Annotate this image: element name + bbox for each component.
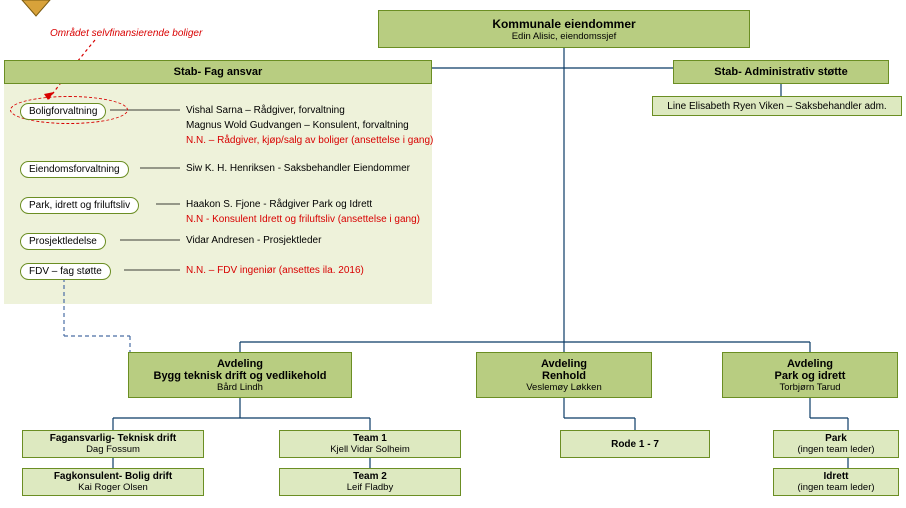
stab-fag-title: Stab- Fag ansvar [174, 66, 263, 78]
rode-t: Rode 1 - 7 [611, 439, 659, 450]
box-fagkons: Fagkonsulent- Bolig drift Kai Roger Olse… [22, 468, 204, 496]
stab-adm-title: Stab- Administrativ støtte [714, 66, 847, 78]
box-idrett: Idrett (ingen team leder) [773, 468, 899, 496]
park-sub: (ingen team leder) [797, 444, 874, 455]
box-team2: Team 2 Leif Fladby [279, 468, 461, 496]
callout-label: Området selvfinansierende boliger [50, 28, 202, 39]
avd-bygg-sub: Bård Lindh [217, 382, 263, 393]
fagansv-t: Fagansvarlig- Teknisk drift [50, 433, 177, 444]
avd-renhold-t2: Renhold [542, 370, 586, 382]
pill-bolig: Boligforvaltning [20, 103, 106, 120]
team1-t: Team 1 [353, 433, 387, 444]
team1-sub: Kjell Vidar Solheim [330, 444, 410, 455]
fag-prosjekt-1: Vidar Andresen - Prosjektleder [186, 235, 321, 246]
pill-prosjekt: Prosjektledelse [20, 233, 106, 250]
top-title: Kommunale eiendommer [492, 17, 635, 31]
adm-person: Line Elisabeth Ryen Viken – Saksbehandle… [667, 101, 886, 112]
avd-renhold-sub: Veslemøy Løkken [526, 382, 602, 393]
fag-bolig-2: Magnus Wold Gudvangen – Konsulent, forva… [186, 120, 409, 131]
avd-bygg-t2: Bygg teknisk drift og vedlikehold [154, 370, 327, 382]
avd-pi-t: Avdeling [787, 358, 833, 370]
fag-park-1: Haakon S. Fjone - Rådgiver Park og Idret… [186, 199, 372, 210]
fag-bolig-1: Vishal Sarna – Rådgiver, forvaltning [186, 105, 345, 116]
avd-pi-t2: Park og idrett [775, 370, 846, 382]
box-park: Park (ingen team leder) [773, 430, 899, 458]
box-avd-parkidrett: Avdeling Park og idrett Torbjørn Tarud [722, 352, 898, 398]
pill-park: Park, idrett og friluftsliv [20, 197, 139, 214]
box-fagansv: Fagansvarlig- Teknisk drift Dag Fossum [22, 430, 204, 458]
fag-fdv-1: N.N. – FDV ingeniør (ansettes ila. 2016) [186, 265, 364, 276]
box-team1: Team 1 Kjell Vidar Solheim [279, 430, 461, 458]
box-stab-adm: Stab- Administrativ støtte [673, 60, 889, 84]
park-t: Park [825, 433, 847, 444]
avd-pi-sub: Torbjørn Tarud [779, 382, 840, 393]
team2-sub: Leif Fladby [347, 482, 393, 493]
fagansv-sub: Dag Fossum [86, 444, 140, 455]
logo-shield [20, 0, 52, 18]
avd-renhold-t: Avdeling [541, 358, 587, 370]
box-top: Kommunale eiendommer Edin Alisic, eiendo… [378, 10, 750, 48]
fagkons-sub: Kai Roger Olsen [78, 482, 148, 493]
avd-bygg-t: Avdeling [217, 358, 263, 370]
fag-bolig-3: N.N. – Rådgiver, kjøp/salg av boliger (a… [186, 135, 433, 146]
fagkons-t: Fagkonsulent- Bolig drift [54, 471, 172, 482]
pill-fdv: FDV – fag støtte [20, 263, 111, 280]
pill-eiendom: Eiendomsforvaltning [20, 161, 129, 178]
box-rode: Rode 1 - 7 [560, 430, 710, 458]
idrett-t: Idrett [824, 471, 849, 482]
team2-t: Team 2 [353, 471, 387, 482]
box-stab-fag: Stab- Fag ansvar [4, 60, 432, 84]
top-sub: Edin Alisic, eiendomssjef [512, 31, 617, 42]
box-avd-renhold: Avdeling Renhold Veslemøy Løkken [476, 352, 652, 398]
idrett-sub: (ingen team leder) [797, 482, 874, 493]
box-adm-person: Line Elisabeth Ryen Viken – Saksbehandle… [652, 96, 902, 116]
box-avd-bygg: Avdeling Bygg teknisk drift og vedlikeho… [128, 352, 352, 398]
fag-eiendom-1: Siw K. H. Henriksen - Saksbehandler Eien… [186, 163, 410, 174]
fag-park-2: N.N - Konsulent Idrett og friluftsliv (a… [186, 214, 420, 225]
